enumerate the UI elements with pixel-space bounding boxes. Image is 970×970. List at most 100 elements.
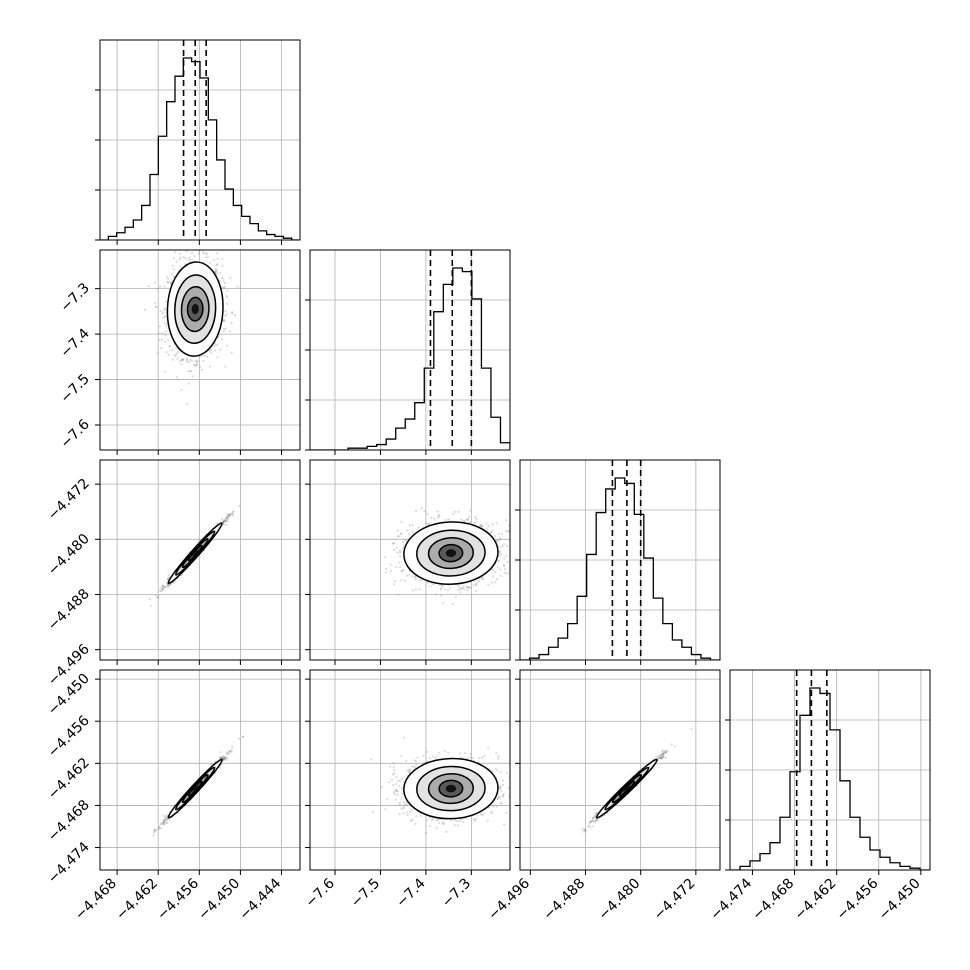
sample-point	[166, 584, 170, 587]
sample-point	[399, 565, 402, 569]
sample-point	[224, 519, 227, 522]
sample-point	[505, 530, 508, 533]
sample-point	[189, 245, 191, 247]
sample-point	[230, 513, 233, 516]
sample-point	[491, 523, 494, 526]
sample-point	[173, 354, 176, 357]
sample-point	[209, 351, 212, 354]
sample-point	[204, 252, 208, 255]
sample-point	[206, 255, 209, 258]
sample-point	[459, 591, 462, 594]
sample-point	[177, 378, 180, 381]
sample-point	[190, 359, 194, 362]
panel-frame	[309, 459, 511, 661]
sample-point	[160, 590, 163, 593]
sample-point	[401, 547, 404, 550]
sample-point	[460, 518, 463, 521]
sample-point	[216, 257, 219, 260]
sample-point	[194, 364, 197, 367]
sample-point	[414, 575, 417, 579]
sample-point	[222, 521, 225, 524]
sample-point	[165, 324, 168, 327]
sample-point	[424, 522, 427, 525]
sample-point	[399, 551, 402, 554]
sample-point	[163, 285, 166, 288]
sample-point	[186, 360, 189, 363]
sample-point	[400, 569, 403, 573]
sample-point	[179, 256, 182, 259]
sample-point	[230, 312, 234, 315]
sample-point	[223, 520, 226, 523]
sample-point	[463, 519, 466, 522]
sample-point	[414, 578, 417, 581]
sample-point	[160, 822, 163, 825]
sample-point	[160, 338, 164, 341]
sample-point	[480, 577, 483, 580]
sample-point	[396, 535, 399, 538]
sample-point	[188, 258, 191, 261]
sample-point	[188, 232, 190, 234]
sample-point	[506, 560, 509, 564]
sample-point	[226, 518, 229, 521]
sample-point	[498, 559, 501, 562]
sample-point	[497, 559, 500, 563]
sample-point	[400, 579, 403, 582]
sample-point	[222, 522, 225, 526]
sample-point	[463, 588, 466, 591]
sample-point	[212, 258, 216, 261]
sample-point	[167, 577, 170, 580]
sample-point	[162, 311, 165, 314]
sample-point	[165, 330, 168, 333]
sample-point	[161, 584, 164, 587]
sample-point	[165, 351, 168, 354]
sample-point	[166, 578, 169, 581]
sample-point	[489, 531, 493, 534]
sample-point	[405, 574, 408, 577]
sample-point	[225, 516, 228, 519]
density-contour	[445, 549, 457, 558]
sample-point	[494, 570, 497, 574]
sample-point	[226, 516, 229, 519]
sample-point	[216, 343, 219, 346]
sample-point	[179, 360, 182, 363]
sample-point	[398, 549, 402, 552]
sample-point	[501, 532, 504, 535]
sample-point	[430, 516, 433, 520]
sample-point	[222, 327, 226, 330]
sample-point	[166, 281, 169, 284]
sample-point	[400, 570, 404, 573]
sample-point	[158, 338, 161, 341]
sample-point	[384, 571, 388, 574]
sample-point	[161, 588, 164, 591]
sample-point	[506, 530, 509, 533]
sample-point	[466, 518, 469, 521]
sample-point	[208, 349, 211, 352]
sample-point	[167, 280, 170, 283]
sample-point	[505, 545, 509, 548]
sample-point	[159, 285, 162, 288]
sample-point	[437, 514, 440, 517]
sample-point	[393, 580, 397, 583]
sample-point	[206, 252, 209, 255]
sample-point	[227, 513, 230, 516]
sample-point	[226, 344, 229, 347]
sample-point	[209, 246, 211, 248]
sample-point	[165, 815, 168, 818]
sample-point	[224, 523, 227, 526]
sample-point	[164, 340, 167, 343]
sample-point	[414, 575, 417, 578]
sample-point	[238, 504, 241, 508]
sample-point	[426, 513, 429, 516]
sample-point	[196, 360, 199, 363]
sample-point	[161, 588, 164, 591]
sample-point	[487, 524, 490, 528]
sample-point	[230, 321, 233, 325]
sample-point	[188, 360, 191, 363]
sample-point	[226, 516, 229, 519]
sample-point	[154, 594, 157, 597]
sample-point	[155, 596, 159, 599]
sample-point	[164, 585, 167, 589]
sample-point	[403, 579, 407, 583]
sample-point	[439, 588, 442, 591]
sample-point	[171, 264, 174, 267]
